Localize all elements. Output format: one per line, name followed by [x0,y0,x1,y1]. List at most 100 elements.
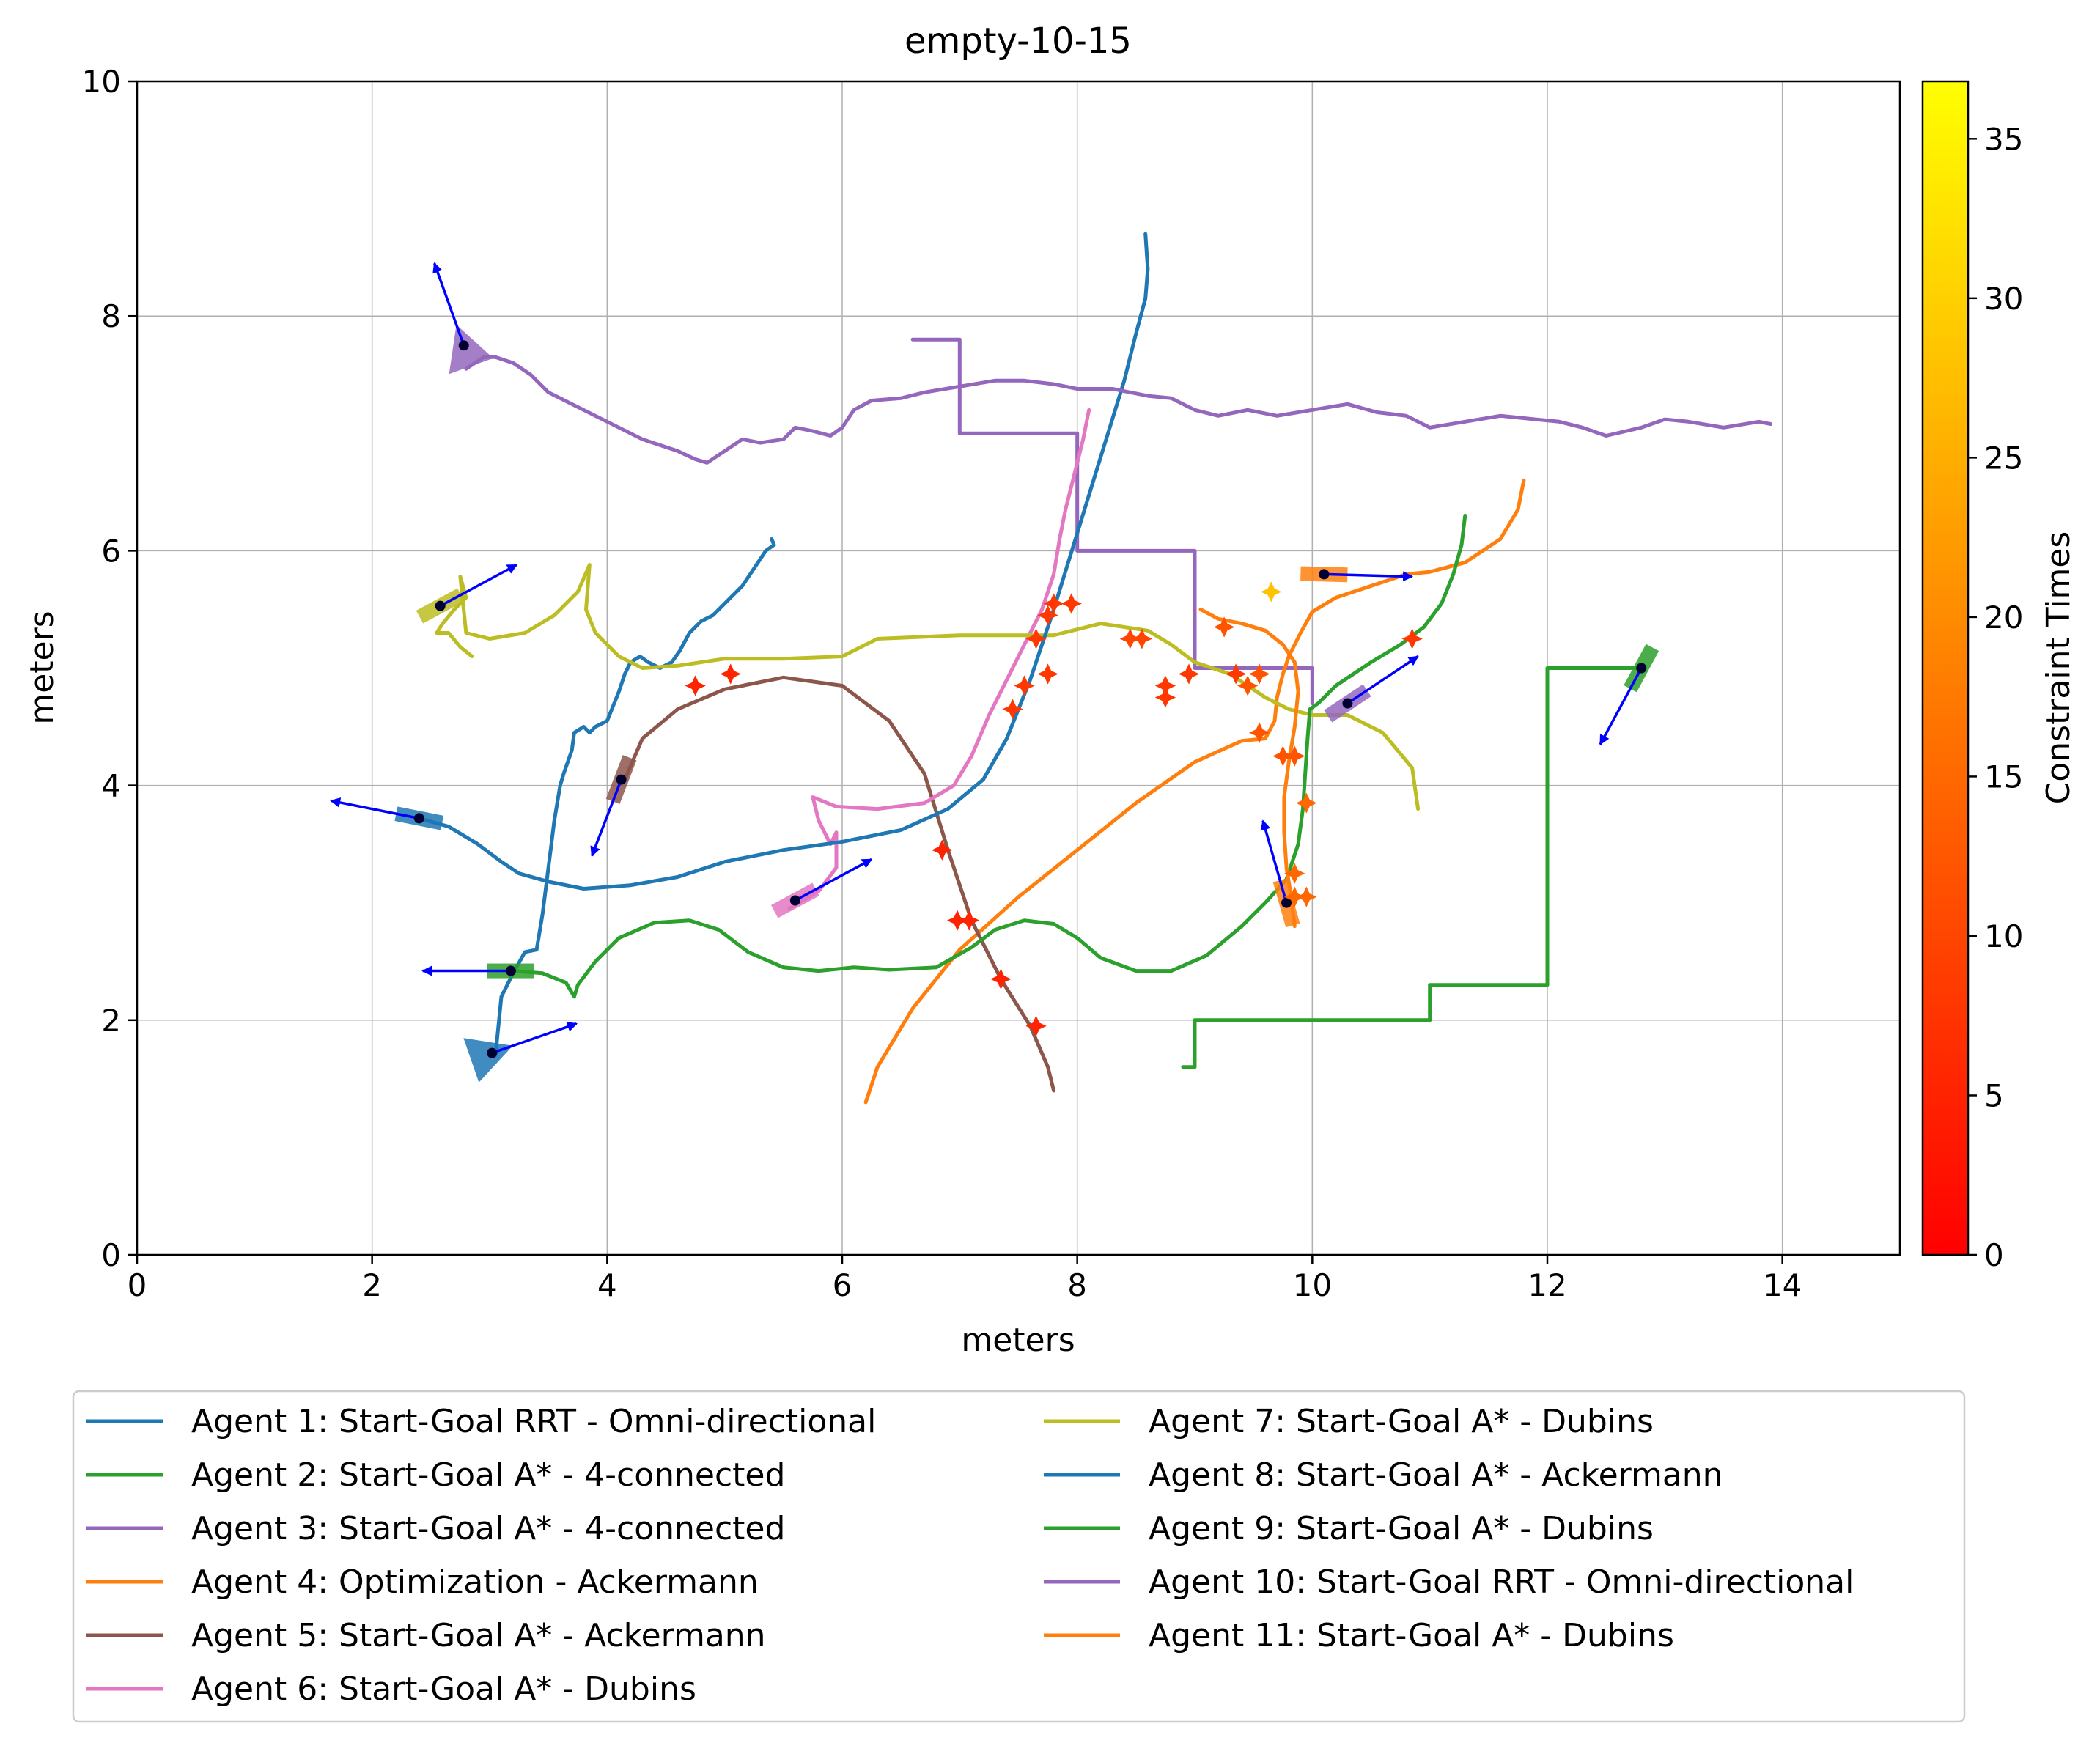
agent-center-8 [1281,897,1292,908]
y-tick-label: 8 [101,298,121,334]
x-axis: 0 2 4 6 8 10 12 14 [128,1255,1802,1303]
colorbar-tick-label: 15 [1984,759,2023,795]
y-tick-label: 10 [82,64,121,100]
heading-arrow-1 [330,797,420,820]
colorbar-tick-label: 30 [1984,281,2023,317]
y-tick-label: 4 [101,768,121,804]
x-tick-label: 0 [128,1267,147,1303]
constraint-point [1002,699,1023,720]
legend-frame [72,1390,1966,1723]
y-axis-label: meters [23,611,61,724]
constraint-point [1272,745,1294,767]
constraint-point [685,675,706,696]
constraint-point [1037,605,1058,626]
constraint-point [1401,628,1423,649]
heading-arrow-9 [1324,571,1414,582]
colorbar-tick-label: 10 [1984,918,2023,954]
constraint-point [1237,675,1259,696]
colorbar [1921,80,1970,1256]
constraint-point [1154,675,1176,696]
x-tick-label: 2 [362,1267,382,1303]
agent-center-4 [458,340,469,351]
heading-arrow-5 [439,564,518,608]
plot-frame [136,80,1901,1256]
x-axis-label: meters [961,1322,1075,1359]
y-tick-label: 6 [101,533,121,569]
constraint-point [1014,675,1035,696]
agent-path-2 [1181,666,1643,1069]
heading-arrow-6 [590,778,623,857]
constraint-point [1249,722,1270,743]
constraint-points-layer [685,581,1423,1036]
legend-label-9: Agent 9: Start-Goal A* - Dubins [1149,1510,1654,1547]
constraint-point [1025,1015,1047,1036]
constraint-point [1296,886,1317,907]
agent-path-8 [417,232,1150,891]
colorbar-tick-label: 0 [1984,1237,2004,1273]
legend-label-7: Agent 7: Start-Goal A* - Dubins [1149,1403,1654,1440]
colorbar-tick-label: 20 [1984,600,2023,635]
heading-arrow-10 [1346,655,1419,704]
agent-center-7 [789,895,800,906]
legend-label-8: Agent 8: Start-Goal A* - Ackermann [1149,1456,1723,1494]
colorbar-tick-label: 35 [1984,121,2023,157]
agent-center-3 [505,965,516,976]
y-tick-label: 0 [101,1237,121,1273]
constraint-point [1284,886,1305,907]
constraint-point [720,663,741,685]
x-tick-label: 12 [1528,1267,1566,1303]
x-tick-label: 10 [1293,1267,1332,1303]
agent-path-9 [511,513,1467,999]
colorbar-label: Constraint Times [2040,531,2077,805]
constraint-point [1261,581,1282,603]
legend-label-2: Agent 2: Start-Goal A* - 4-connected [191,1456,785,1494]
paths-layer [417,232,1773,1105]
heading-arrow-7 [795,858,873,902]
agent-center-10 [1342,698,1353,709]
agent-path-10 [464,355,1773,465]
agent-center-1 [413,813,424,824]
chart-title: empty-10-15 [905,21,1132,62]
constraint-point [1249,663,1270,685]
legend-label-6: Agent 6: Start-Goal A* - Dubins [191,1670,696,1708]
legend-label-3: Agent 3: Start-Goal A* - 4-connected [191,1510,785,1547]
legend-label-10: Agent 10: Start-Goal RRT - Omni-directio… [1149,1563,1854,1601]
colorbar-tick-label: 5 [1984,1077,2004,1113]
legend-label-11: Agent 11: Start-Goal A* - Dubins [1149,1617,1674,1654]
legend-label-1: Agent 1: Start-Goal RRT - Omni-direction… [191,1403,876,1440]
x-tick-label: 6 [833,1267,852,1303]
heading-arrow-8 [1260,819,1288,904]
constraint-point [932,839,953,861]
y-axis: 0 2 4 6 8 10 [82,64,137,1273]
colorbar-tick-label: 25 [1984,440,2023,476]
colorbar-ticks: 0 5 10 15 20 25 30 35 [1968,121,2023,1273]
y-tick-label: 2 [101,1003,121,1039]
constraint-point [1119,628,1141,649]
agent-path-4 [863,478,1526,1105]
constraint-point [1178,663,1200,685]
constraint-point [1037,663,1058,685]
constraint-point [959,910,980,931]
constraint-point [1284,745,1305,767]
agent-path-6 [787,408,1091,911]
agent-path-11 [1198,607,1300,929]
heading-arrow-11 [1599,667,1643,745]
constraint-point [1131,628,1153,649]
agent-center-5 [435,600,446,611]
x-tick-label: 14 [1763,1267,1802,1303]
legend: Agent 1: Start-Goal RRT - Omni-direction… [72,1390,1966,1723]
agent-center-9 [1319,569,1330,580]
constraint-point [1043,593,1064,614]
agent-path-3 [910,337,1314,705]
agent-center-6 [616,774,627,785]
legend-label-5: Agent 5: Start-Goal A* - Ackermann [191,1617,766,1654]
constraint-point [1154,687,1176,708]
agent-center-11 [1636,663,1647,674]
constraint-point [1213,616,1235,638]
legend-label-4: Agent 4: Optimization - Ackermann [191,1563,759,1601]
x-tick-label: 8 [1067,1267,1087,1303]
agent-center-2 [487,1047,498,1058]
constraint-point [1061,593,1082,614]
agent-path-7 [435,563,1421,811]
